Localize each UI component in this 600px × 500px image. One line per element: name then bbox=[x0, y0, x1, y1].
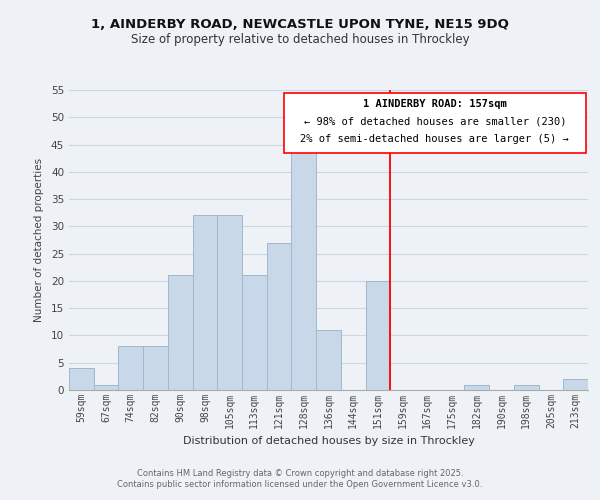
Text: ← 98% of detached houses are smaller (230): ← 98% of detached houses are smaller (23… bbox=[304, 116, 566, 126]
Bar bbox=[514, 384, 539, 390]
Text: 2% of semi-detached houses are larger (5) →: 2% of semi-detached houses are larger (5… bbox=[301, 134, 569, 143]
Text: 1, AINDERBY ROAD, NEWCASTLE UPON TYNE, NE15 9DQ: 1, AINDERBY ROAD, NEWCASTLE UPON TYNE, N… bbox=[91, 18, 509, 30]
Bar bbox=[316, 330, 341, 390]
Bar bbox=[464, 384, 489, 390]
Y-axis label: Number of detached properties: Number of detached properties bbox=[34, 158, 44, 322]
Bar bbox=[143, 346, 168, 390]
Text: Contains HM Land Registry data © Crown copyright and database right 2025.: Contains HM Land Registry data © Crown c… bbox=[137, 468, 463, 477]
Bar bbox=[118, 346, 143, 390]
Bar bbox=[69, 368, 94, 390]
Bar bbox=[267, 242, 292, 390]
FancyBboxPatch shape bbox=[284, 92, 586, 152]
Bar bbox=[242, 276, 267, 390]
Text: 1 AINDERBY ROAD: 157sqm: 1 AINDERBY ROAD: 157sqm bbox=[363, 100, 506, 110]
Bar bbox=[193, 216, 217, 390]
Text: Contains public sector information licensed under the Open Government Licence v3: Contains public sector information licen… bbox=[118, 480, 482, 489]
Bar bbox=[365, 281, 390, 390]
Bar bbox=[563, 379, 588, 390]
Bar bbox=[292, 139, 316, 390]
Bar bbox=[94, 384, 118, 390]
Text: Size of property relative to detached houses in Throckley: Size of property relative to detached ho… bbox=[131, 32, 469, 46]
X-axis label: Distribution of detached houses by size in Throckley: Distribution of detached houses by size … bbox=[182, 436, 475, 446]
Bar bbox=[217, 216, 242, 390]
Bar bbox=[168, 276, 193, 390]
